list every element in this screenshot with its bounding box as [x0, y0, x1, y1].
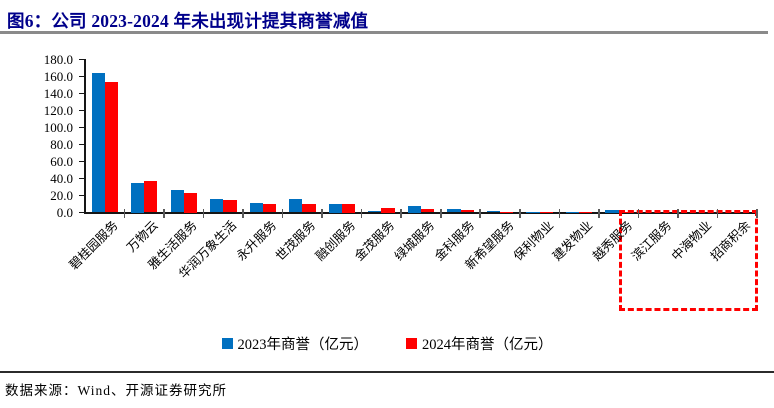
bar-2024 [381, 208, 395, 213]
bar-2024 [460, 209, 474, 213]
x-axis-tick [677, 208, 679, 218]
bar-2023 [526, 211, 540, 213]
source-note: 数据来源：Wind、开源证券研究所 [5, 383, 227, 398]
bar-2024 [262, 203, 277, 213]
x-axis-line [84, 211, 758, 214]
bar-2024 [539, 211, 553, 213]
y-tick-label: 80.0 [50, 137, 73, 152]
bar-2024 [223, 200, 237, 213]
y-axis-tick [79, 160, 85, 163]
y-axis-tick [79, 92, 85, 95]
y-tick-label: 20.0 [50, 188, 73, 203]
y-tick-label: 40.0 [50, 171, 73, 186]
x-axis-tick [123, 208, 126, 218]
y-axis-tick [79, 109, 85, 112]
bar-2024 [618, 211, 632, 213]
category-label: 金茂服务 [352, 217, 398, 264]
y-tick-label: 140.0 [43, 86, 73, 101]
bar-2023 [170, 189, 184, 213]
chart-legend: 2023年商誉（亿元） 2024年商誉（亿元） [0, 333, 774, 354]
x-axis-tick [756, 208, 758, 218]
x-axis-tick [242, 208, 244, 218]
y-axis-tick [79, 75, 85, 78]
bar-2023 [131, 182, 145, 213]
figure-title: 图6：公司 2023-2024 年未出现计提其商誉减值 [7, 11, 369, 31]
bar-2023 [91, 73, 105, 213]
x-axis-tick [439, 208, 442, 218]
y-tick-label: 60.0 [50, 154, 73, 169]
y-tick-label: 100.0 [43, 120, 73, 135]
legend-swatch-2023 [221, 338, 233, 349]
category-label: 绿城服务 [391, 217, 438, 264]
x-axis-tick [519, 208, 521, 218]
bar-2023 [289, 198, 303, 213]
y-axis-tick [79, 58, 85, 61]
y-axis-tick [79, 126, 85, 129]
bar-2023 [328, 204, 342, 213]
y-axis-line [84, 59, 86, 213]
y-axis-tick [79, 194, 85, 197]
x-axis-tick [360, 208, 363, 218]
bar-2023 [368, 210, 382, 213]
x-axis-tick [281, 208, 284, 218]
legend-label-2023: 2023年商誉（亿元） [237, 337, 369, 353]
legend-item-2024: 2024年商誉（亿元） [406, 333, 553, 354]
category-label: 碧桂园服务 [66, 217, 121, 272]
bar-2024 [302, 203, 316, 213]
bar-chart: 0.0 20.0 40.0 60.0 80.0 100.0 120.0 140.0 160.0 1… [0, 36, 774, 326]
y-tick-label: 160.0 [43, 69, 73, 84]
bar-2024 [183, 193, 197, 213]
bar-2023 [407, 206, 421, 213]
y-tick-label: 0.0 [56, 205, 73, 220]
bar-2024 [579, 211, 593, 213]
x-axis-tick [479, 208, 482, 218]
bar-2024 [104, 81, 118, 213]
y-tick-label: 120.0 [43, 103, 73, 118]
title-divider [0, 31, 768, 34]
category-label: 万物云 [124, 217, 161, 255]
bar-2023 [249, 203, 263, 213]
y-axis-tick [79, 211, 85, 214]
bar-2024 [341, 204, 356, 213]
x-axis-tick [558, 208, 561, 218]
y-axis-tick [79, 143, 85, 146]
bar-2023 [486, 211, 501, 213]
y-tick-label: 180.0 [43, 52, 73, 67]
legend-swatch-2024 [406, 338, 417, 349]
category-label: 永升服务 [233, 217, 280, 264]
x-axis-tick [202, 208, 205, 218]
y-axis-tick [79, 177, 85, 180]
footer-divider [0, 371, 774, 373]
x-axis-tick [637, 208, 640, 218]
x-axis-tick [163, 208, 165, 218]
bar-2023 [605, 210, 619, 213]
bar-2024 [500, 211, 514, 213]
highlight-dashed-box [619, 210, 758, 311]
category-label: 保利物业 [510, 217, 556, 264]
legend-item-2023: 2023年商誉（亿元） [221, 333, 369, 354]
x-axis-tick [321, 208, 323, 218]
bar-2023 [210, 199, 224, 213]
category-label: 建发物业 [550, 217, 596, 264]
bar-2023 [447, 208, 461, 213]
category-label: 融创服务 [312, 217, 359, 264]
category-label: 世茂服务 [273, 217, 319, 264]
x-axis-tick [716, 208, 719, 218]
bar-2023 [565, 211, 580, 213]
legend-label-2024: 2024年商誉（亿元） [422, 337, 553, 353]
bar-2024 [421, 209, 435, 213]
x-axis-tick [598, 208, 600, 218]
bar-2024 [144, 181, 158, 213]
x-axis-tick [400, 208, 403, 218]
